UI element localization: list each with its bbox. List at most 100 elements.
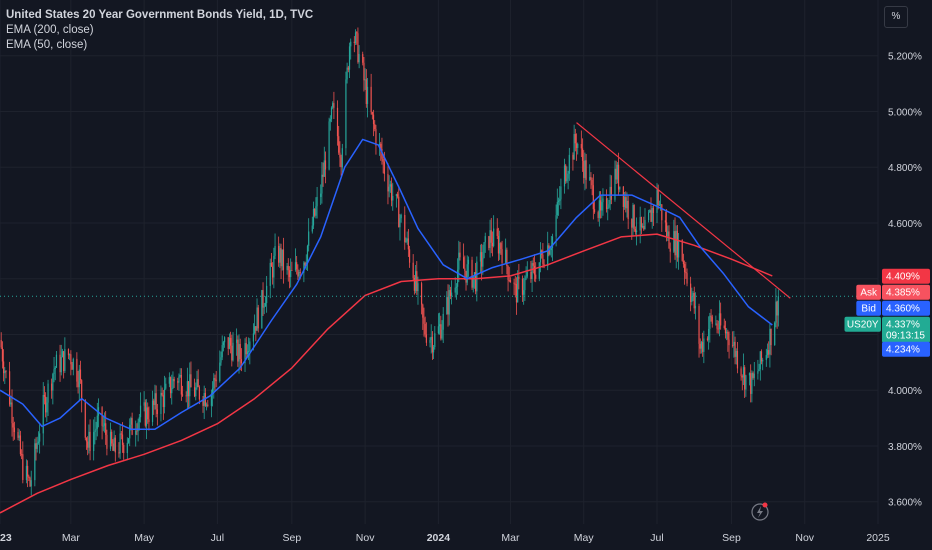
candle [577,142,579,155]
candle [619,186,621,193]
candle [323,146,325,177]
candle [69,353,71,361]
candle-body [523,290,525,295]
candle-body [514,283,516,285]
candle [720,302,722,330]
candle-body [726,331,728,334]
candle-body [506,249,508,266]
candle [85,437,88,450]
candle [339,141,341,167]
candle-body [304,262,306,266]
last-price-tag-label: US20Y [847,320,879,331]
candle-body [127,438,130,443]
candle-body [634,228,636,233]
candle-body [324,160,327,170]
candle-body [458,252,460,270]
candle [328,117,330,171]
candle [287,258,289,282]
candle [27,460,29,488]
candle [507,265,509,292]
x-tick-label: Mar [62,532,81,544]
candle-body [557,200,560,203]
candle-body [96,415,98,429]
candle [333,91,335,120]
candle [724,320,727,339]
x-axis-band [0,524,932,550]
candle [448,284,450,326]
candle [215,371,217,388]
candle [127,438,130,444]
candle [160,385,162,422]
candle [566,166,568,184]
candle-body [518,276,520,279]
candle [608,200,610,209]
candle [162,390,164,420]
ask-price-box [882,284,930,300]
candle-body [296,262,298,270]
candle-body [17,432,19,438]
candle-body [81,380,83,401]
candle-body [290,270,292,278]
candle [207,400,209,408]
candle-body [278,245,280,263]
candle-body [272,266,274,278]
candle-body [322,174,324,177]
candle-body [482,257,484,267]
candle [423,307,425,337]
candle-body [451,292,453,296]
candle [350,38,352,60]
candle [649,209,651,213]
candle [81,379,83,413]
trendline [576,122,791,299]
candle-body [111,431,113,444]
unit-toggle[interactable]: % [884,6,908,28]
candle [766,343,769,359]
candle [232,332,234,362]
candle-body [568,154,570,174]
candle [395,193,397,208]
candle-body [744,367,746,390]
candle [610,175,612,205]
bid-price-label: 4.360% [886,304,920,315]
candle-body [356,32,358,34]
candle-body [39,433,41,442]
candle-body [380,143,382,149]
candle [732,331,734,348]
candle-body [165,383,167,389]
candle-body [727,331,729,340]
candle-body [287,265,289,271]
candle-body [720,313,722,326]
candle [78,364,80,401]
candle [708,316,710,350]
candle [187,381,190,409]
candle [239,338,241,371]
candle-body [622,186,624,207]
candle [190,361,192,388]
candle-body [559,199,561,201]
candle [514,275,516,298]
candle-body [71,364,73,370]
candle-body [619,186,621,190]
candle [703,330,705,364]
candle-body [59,354,61,373]
candle-body [577,143,579,148]
candle [237,335,239,367]
candle-body [55,354,58,368]
candle-body [598,200,600,218]
candle-body [423,317,425,324]
candle-body [430,336,432,341]
candle-body [556,202,558,216]
candle-body [148,419,150,423]
candle [329,115,331,131]
candle-body [686,273,688,284]
candle [228,333,231,350]
candle-body [249,341,251,352]
candle [776,300,778,329]
candle-body [766,350,769,356]
candle-body [734,341,736,357]
lightning-icon [757,506,763,518]
candle [308,218,310,252]
candle [760,349,763,365]
